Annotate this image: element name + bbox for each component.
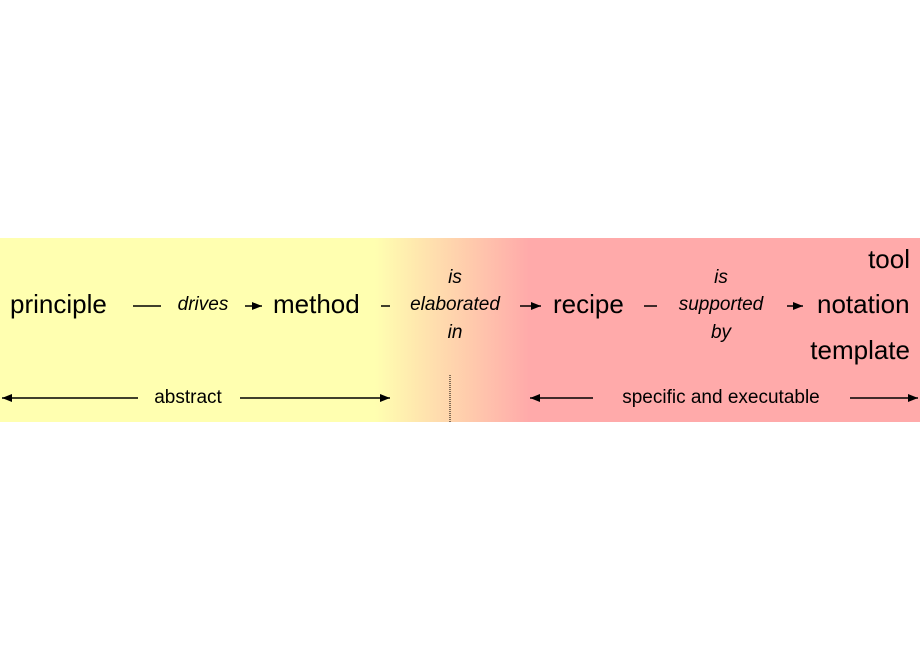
edge-label: by <box>711 322 733 343</box>
range-label: abstract <box>154 387 222 408</box>
edge-label: is <box>448 267 462 288</box>
node-principle: principle <box>10 289 107 319</box>
edge-label: supported <box>679 294 765 315</box>
range-label: specific and executable <box>622 387 820 408</box>
edge-label: elaborated <box>410 294 501 315</box>
edge-label: drives <box>178 294 229 315</box>
node-notation: notation <box>817 289 910 319</box>
transition-zone <box>375 238 529 422</box>
node-recipe: recipe <box>553 289 624 319</box>
node-method: method <box>273 289 360 319</box>
edge-label: is <box>714 267 728 288</box>
edge-label: in <box>448 322 463 343</box>
specific-zone <box>528 238 920 422</box>
node-tool: tool <box>868 244 910 274</box>
abstract-zone <box>0 238 376 422</box>
node-template: template <box>810 335 910 365</box>
